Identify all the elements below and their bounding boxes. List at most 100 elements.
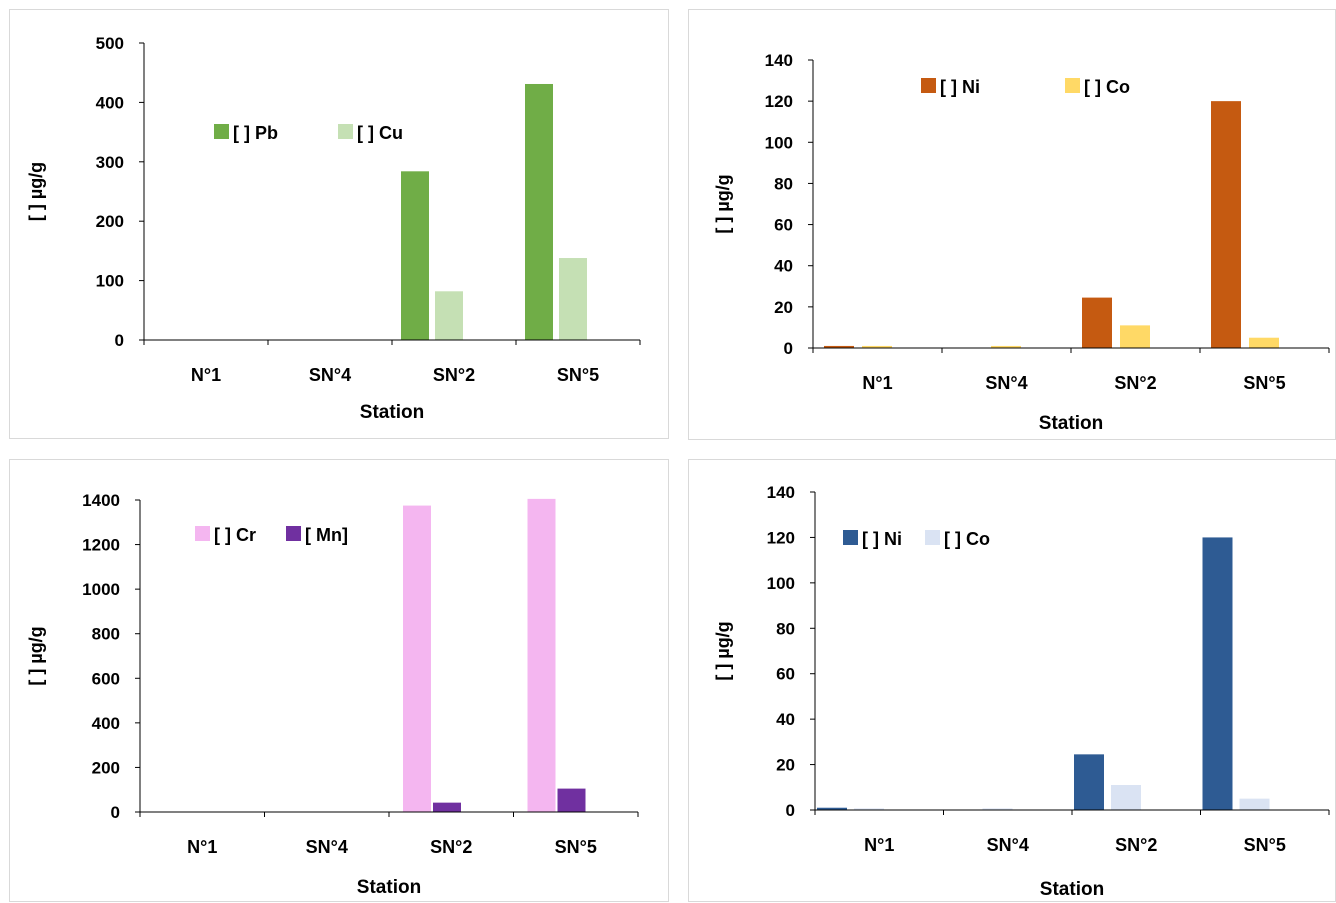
chart-pb-cu: 0 100 200 300 400 500 N°1 SN°4 SN°2 SN°5 Station [ … xyxy=(26,34,641,423)
x-axis-title: Station xyxy=(360,402,424,423)
y-tick-label: 40 xyxy=(774,257,793,276)
x-axis-title: Station xyxy=(357,877,421,898)
x-tick-label: N°1 xyxy=(864,835,894,855)
y-tick-label: 200 xyxy=(96,212,124,231)
y-tick-label: 20 xyxy=(776,756,795,775)
legend-swatch xyxy=(921,78,936,93)
y-tick-label: 300 xyxy=(96,153,124,172)
y-tick-label: 60 xyxy=(776,665,795,684)
legend-swatch xyxy=(925,530,940,545)
bar-ni-0 xyxy=(824,345,854,348)
y-tick-label: 0 xyxy=(115,331,124,350)
x-tick-label: SN°4 xyxy=(987,835,1029,855)
y-tick-label: 100 xyxy=(767,574,795,593)
y-tick-label: 0 xyxy=(111,803,120,822)
y-tick-label: 60 xyxy=(774,216,793,235)
legend-swatch xyxy=(214,124,229,139)
chart-ni-co-orange: 0 20 40 60 80 100 120 140 N°1 SN°4 SN°2 SN°5 Station… xyxy=(713,51,1330,434)
y-tick-label: 100 xyxy=(96,272,124,291)
y-tick-label: 20 xyxy=(774,298,793,317)
bar-co-2 xyxy=(1120,325,1150,348)
bar-cu-3 xyxy=(559,258,587,340)
x-tick-label: SN°4 xyxy=(309,365,351,385)
bar-ni-3 xyxy=(1211,101,1241,349)
y-tick-label: 120 xyxy=(765,92,793,111)
x-tick-label: N°1 xyxy=(862,373,892,393)
y-tick-label: 200 xyxy=(92,758,120,777)
bar-cr-2 xyxy=(403,505,431,812)
chart-panel-pb-cu: 0 100 200 300 400 500 N°1 SN°4 SN°2 SN°5 Station [ … xyxy=(9,9,669,439)
legend-label: [ Mn] xyxy=(305,525,348,545)
bar-co-0 xyxy=(862,345,892,348)
y-tick-label: 800 xyxy=(92,625,120,644)
x-tick-label: SN°5 xyxy=(1244,835,1286,855)
x-tick-label: N°1 xyxy=(187,837,217,857)
bar-ni-2 xyxy=(1074,754,1104,810)
y-tick-label: 1400 xyxy=(82,491,120,510)
x-tick-label: SN°2 xyxy=(430,837,472,857)
x-axis-title: Station xyxy=(1039,413,1103,434)
y-axis-title: [ ] µg/g xyxy=(713,174,733,233)
chart-panel-cr-mn: 0 200 400 600 800 1000 1200 1400 N°1 SN°4 SN°2 SN°5… xyxy=(9,459,669,902)
y-tick-label: 80 xyxy=(774,174,793,193)
bar-ni-3 xyxy=(1202,537,1233,810)
legend-swatch xyxy=(1065,78,1080,93)
legend-label: [ ] Cr xyxy=(214,525,256,545)
bar-co-3 xyxy=(1249,337,1279,348)
bar-cr-3 xyxy=(527,498,556,812)
x-tick-label: SN°5 xyxy=(557,365,599,385)
y-tick-label: 0 xyxy=(786,801,795,820)
legend-swatch xyxy=(195,526,210,541)
bar-co-3 xyxy=(1239,798,1270,810)
x-tick-label: SN°4 xyxy=(985,373,1027,393)
legend-label: [ ] Co xyxy=(944,529,990,549)
y-axis-title: [ ] µg/g xyxy=(713,621,733,680)
x-axis-title: Station xyxy=(1040,879,1104,900)
y-tick-label: 100 xyxy=(765,133,793,152)
bar-co-2 xyxy=(1111,785,1141,810)
bar-co-1 xyxy=(982,808,1013,810)
bar-pb-2 xyxy=(401,171,429,340)
bar-co-0 xyxy=(854,808,884,810)
y-tick-label: 400 xyxy=(96,93,124,112)
bar-co-1 xyxy=(991,345,1021,348)
bar-ni-2 xyxy=(1082,297,1112,348)
x-tick-label: SN°5 xyxy=(1243,373,1285,393)
bar-cu-2 xyxy=(435,291,463,340)
y-tick-label: 120 xyxy=(767,528,795,547)
bar-mn-3 xyxy=(557,788,586,812)
y-axis-title: [ ] µg/g xyxy=(26,162,46,221)
legend-label: [ ] Co xyxy=(1084,77,1130,97)
y-tick-label: 400 xyxy=(92,714,120,733)
x-tick-label: SN°2 xyxy=(1115,835,1157,855)
chart-ni-co-blue: 0 20 40 60 80 100 120 140 N°1 SN°4 SN°2 SN°5 Station… xyxy=(713,483,1330,900)
bar-ni-0 xyxy=(817,807,847,810)
y-axis-title: [ ] µg/g xyxy=(26,626,46,685)
chart-cr-mn: 0 200 400 600 800 1000 1200 1400 N°1 SN°4 SN°2 SN°5… xyxy=(26,491,639,898)
x-tick-label: N°1 xyxy=(191,365,221,385)
bar-pb-3 xyxy=(525,83,553,341)
x-tick-label: SN°4 xyxy=(306,837,348,857)
bar-mn-2 xyxy=(433,802,461,812)
legend-swatch xyxy=(843,530,858,545)
legend-label: [ ] Ni xyxy=(862,529,902,549)
legend-label: [ ] Ni xyxy=(940,77,980,97)
legend-swatch xyxy=(286,526,301,541)
y-tick-label: 140 xyxy=(765,51,793,70)
y-tick-label: 1200 xyxy=(82,536,120,555)
y-tick-label: 40 xyxy=(776,710,795,729)
y-tick-label: 600 xyxy=(92,669,120,688)
legend-label: [ ] Pb xyxy=(233,123,278,143)
x-tick-label: SN°2 xyxy=(1114,373,1156,393)
y-tick-label: 500 xyxy=(96,34,124,53)
y-tick-label: 0 xyxy=(784,339,793,358)
y-tick-label: 1000 xyxy=(82,580,120,599)
x-tick-label: SN°5 xyxy=(555,837,597,857)
legend-label: [ ] Cu xyxy=(357,123,403,143)
y-tick-label: 80 xyxy=(776,619,795,638)
chart-panel-ni-co-blue: 0 20 40 60 80 100 120 140 N°1 SN°4 SN°2 SN°5 Station… xyxy=(688,459,1336,902)
chart-panel-ni-co-orange: 0 20 40 60 80 100 120 140 N°1 SN°4 SN°2 SN°5 Station… xyxy=(688,9,1336,440)
x-tick-label: SN°2 xyxy=(433,365,475,385)
legend-swatch xyxy=(338,124,353,139)
y-tick-label: 140 xyxy=(767,483,795,502)
